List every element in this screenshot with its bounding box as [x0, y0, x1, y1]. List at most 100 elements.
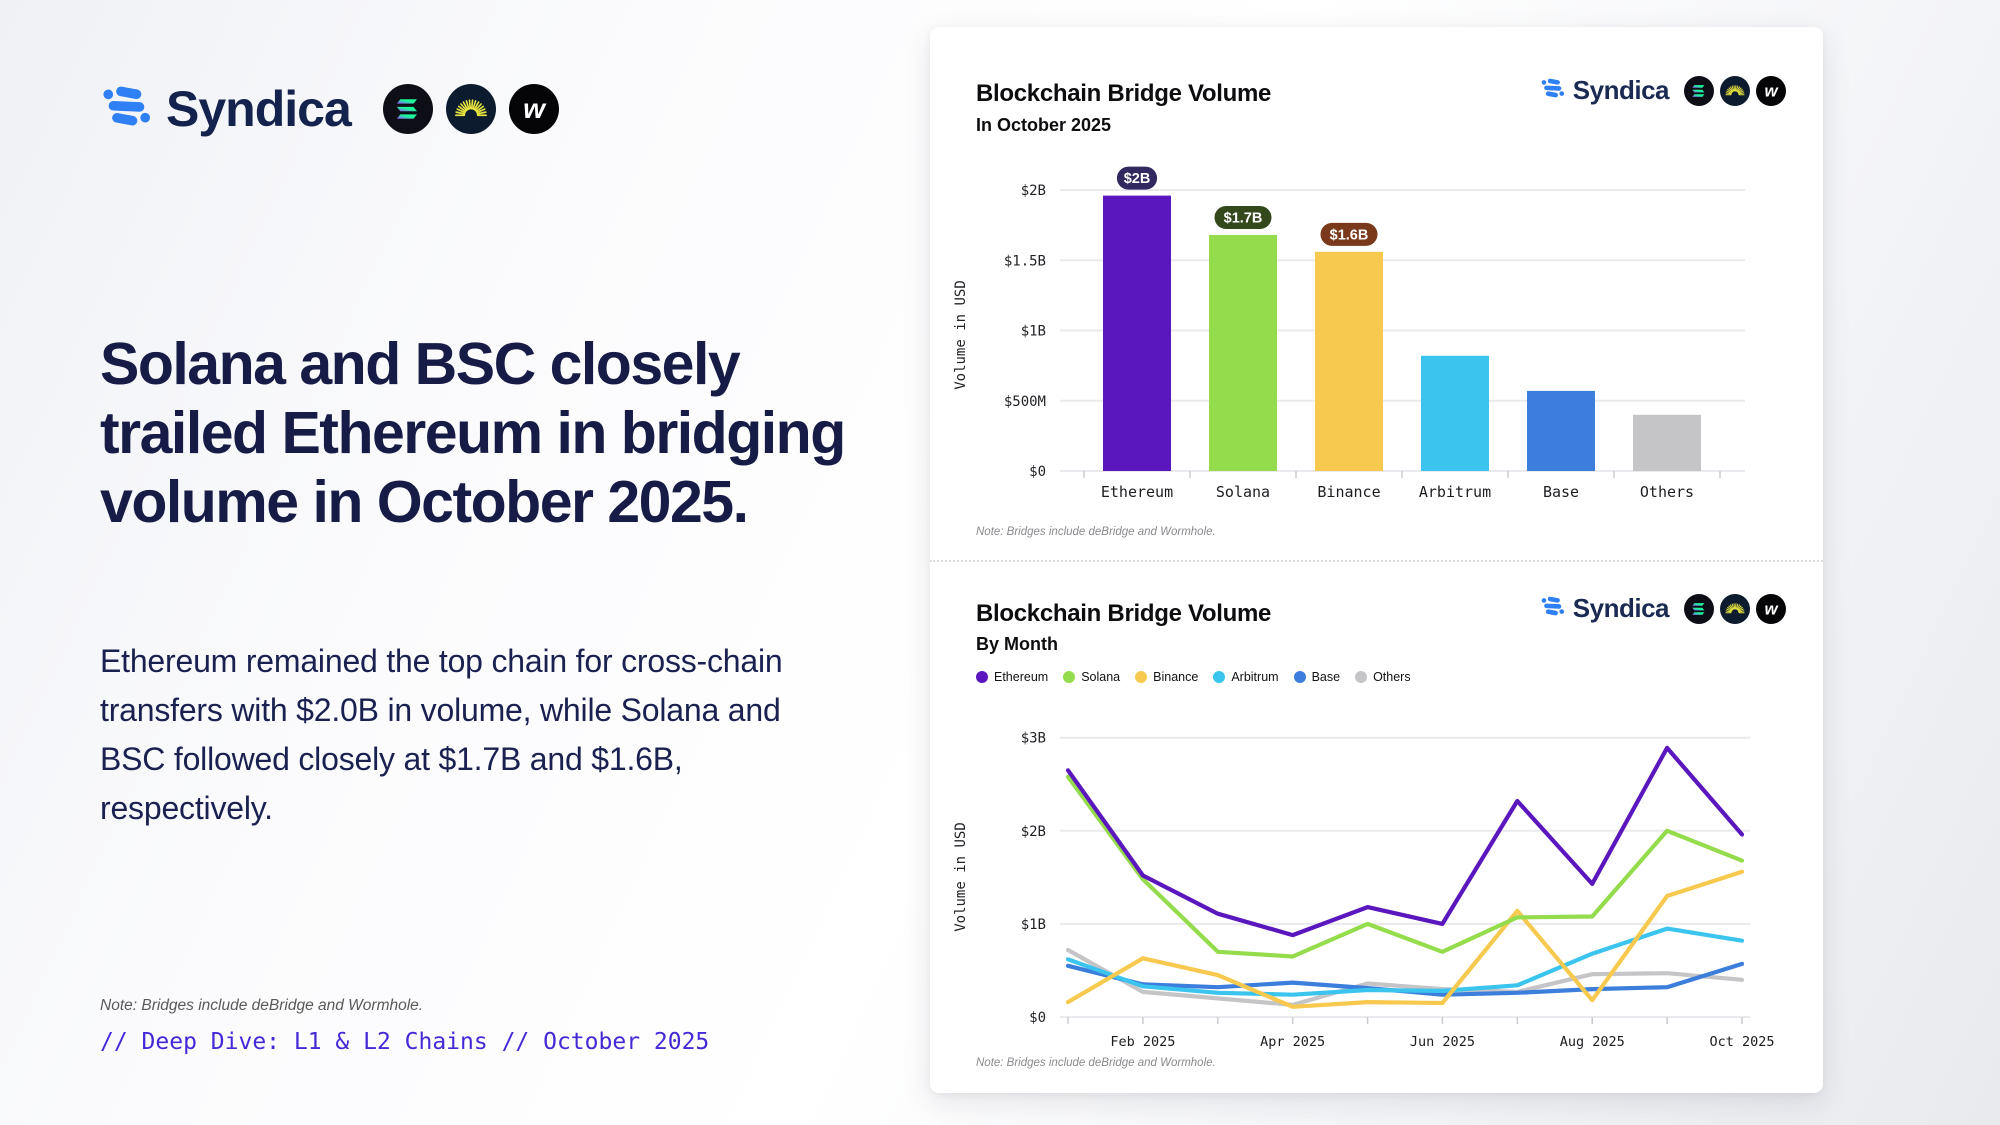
- legend-label: Arbitrum: [1231, 670, 1279, 684]
- line-others: [1065, 947, 1745, 1007]
- syndica-wordmark: Syndica: [1572, 593, 1670, 623]
- bar-value-badge: [1320, 222, 1378, 246]
- legend-item-arbitrum: Arbitrum: [1213, 670, 1279, 684]
- syndica-logo: Syndica w: [100, 79, 559, 138]
- svg-text:$3B: $3B: [1021, 731, 1046, 747]
- svg-text:$1B: $1B: [1021, 324, 1046, 340]
- line-chart-title: Blockchain Bridge Volume: [976, 600, 1272, 627]
- legend-dot-binance: [1135, 671, 1148, 683]
- bar-others: [1633, 414, 1701, 471]
- syndica-mark-icon: [1541, 78, 1564, 98]
- legend-label: Others: [1373, 670, 1411, 684]
- line-chart-note: Note: Bridges include deBridge and Wormh…: [976, 1057, 1216, 1069]
- solana-icon: [1684, 75, 1714, 106]
- deep-dive-tagline: // Deep Dive: L1 & L2 Chains // October …: [100, 1029, 710, 1055]
- bar-arbitrum: [1421, 355, 1489, 471]
- legend-label: Base: [1311, 670, 1341, 684]
- syndica-wordmark: Syndica: [166, 80, 352, 137]
- svg-text:$2B: $2B: [1021, 824, 1046, 840]
- bar-base: [1527, 390, 1595, 471]
- svg-text:Arbitrum: Arbitrum: [1419, 483, 1491, 501]
- svg-text:$500M: $500M: [1004, 394, 1046, 410]
- bar-value-badge: [1116, 166, 1158, 190]
- debridge-icon: [445, 83, 496, 134]
- svg-text:Others: Others: [1640, 483, 1694, 501]
- line-chart-svg: $0 $1B $2B $3B Volume in USD Feb 2025 Apr 2025…: [953, 731, 1775, 1050]
- left-note: Note: Bridges include deBridge and Wormh…: [100, 997, 424, 1014]
- legend-dot-base: [1293, 671, 1306, 683]
- legend-label: Solana: [1081, 670, 1121, 684]
- bar-ethereum: [1103, 195, 1171, 471]
- svg-text:Oct 2025: Oct 2025: [1709, 1034, 1774, 1050]
- svg-text:Feb 2025: Feb 2025: [1110, 1034, 1175, 1050]
- card-brand-lockup-bottom: Syndica w: [1540, 593, 1786, 624]
- svg-text:Solana: Solana: [1216, 483, 1270, 501]
- line-chart-subtitle: By Month: [976, 634, 1058, 654]
- svg-text:$0: $0: [1029, 464, 1046, 480]
- debridge-icon: [1720, 75, 1750, 106]
- solana-icon: [382, 83, 433, 134]
- svg-text:$1.7B: $1.7B: [1224, 210, 1263, 226]
- wormhole-icon: w: [508, 83, 559, 134]
- syndica-mark-icon: [1541, 596, 1564, 616]
- svg-text:$1B: $1B: [1021, 917, 1046, 933]
- card-brand-lockup-top: Syndica w: [1540, 75, 1786, 106]
- chain-icons-row: w: [382, 83, 559, 134]
- line-y-axis-label: Volume in USD: [953, 822, 969, 932]
- legend-item-ethereum: Ethereum: [976, 670, 1048, 684]
- svg-text:w: w: [523, 92, 547, 123]
- syndica-wordmark: Syndica: [1572, 75, 1670, 105]
- svg-text:Ethereum: Ethereum: [1101, 483, 1173, 501]
- svg-text:Jun 2025: Jun 2025: [1410, 1034, 1475, 1050]
- syndica-mark-icon: [103, 86, 151, 126]
- svg-text:Base: Base: [1543, 483, 1579, 501]
- syndica-mark-icon: [1540, 593, 1566, 624]
- bar-chart-subtitle: In October 2025: [976, 115, 1112, 135]
- bar-chart-title: Blockchain Bridge Volume: [976, 80, 1272, 107]
- line-chart: $0 $1B $2B $3B Volume in USD Feb 2025 Apr 2025…: [935, 700, 1820, 1080]
- debridge-icon: [1720, 593, 1750, 624]
- chart-legend: Ethereum Solana Binance Arbitrum Base Others: [976, 670, 1411, 684]
- bar-y-axis-label: Volume in USD: [953, 280, 969, 390]
- wormhole-icon: w: [1756, 593, 1786, 624]
- svg-text:$1.6B: $1.6B: [1330, 227, 1369, 243]
- card-divider: [930, 560, 1823, 562]
- legend-item-base: Base: [1293, 670, 1341, 684]
- bar-chart-note: Note: Bridges include deBridge and Wormh…: [976, 526, 1216, 538]
- chart-card: Blockchain Bridge Volume In October 2025…: [930, 27, 1823, 1093]
- svg-text:w: w: [1764, 81, 1779, 100]
- legend-item-binance: Binance: [1135, 670, 1198, 684]
- chain-icons-row: w: [1684, 593, 1786, 624]
- legend-item-others: Others: [1355, 670, 1411, 684]
- solana-icon: [1684, 593, 1714, 624]
- legend-label: Ethereum: [994, 670, 1049, 684]
- legend-dot-solana: [1063, 671, 1076, 683]
- headline: Solana and BSC closely trailed Ethereum …: [100, 331, 846, 536]
- legend-dot-ethereum: [976, 671, 988, 683]
- bar-binance: [1315, 251, 1383, 471]
- wormhole-icon: w: [1756, 75, 1786, 106]
- svg-text:Apr 2025: Apr 2025: [1260, 1034, 1325, 1050]
- legend-item-solana: Solana: [1063, 670, 1120, 684]
- line-binance: [1065, 869, 1745, 1009]
- legend-dot-others: [1355, 671, 1368, 683]
- bar-chart-svg: $0 $500M $1B $1.5B $2B Volume in USD Ethereum $…: [953, 166, 1745, 501]
- line-solana: [1065, 774, 1745, 959]
- svg-text:w: w: [1764, 599, 1779, 618]
- svg-text:$2B: $2B: [1124, 171, 1151, 187]
- svg-text:$0: $0: [1029, 1010, 1046, 1026]
- chain-icons-row: w: [1684, 75, 1786, 106]
- syndica-mark-icon: [100, 79, 154, 138]
- legend-dot-arbitrum: [1213, 671, 1226, 683]
- svg-text:Binance: Binance: [1317, 483, 1380, 501]
- body-text: Ethereum remained the top chain for cros…: [100, 643, 783, 826]
- svg-text:Aug 2025: Aug 2025: [1560, 1034, 1625, 1050]
- bar-value-badge: [1214, 205, 1272, 229]
- line-arbitrum: [1065, 926, 1745, 997]
- bar-chart: $0 $500M $1B $1.5B $2B Volume in USD Ethereum $…: [935, 140, 1820, 545]
- svg-text:$2B: $2B: [1021, 183, 1046, 199]
- bar-solana: [1209, 234, 1277, 471]
- legend-label: Binance: [1153, 670, 1199, 684]
- syndica-mark-icon: [1540, 75, 1566, 106]
